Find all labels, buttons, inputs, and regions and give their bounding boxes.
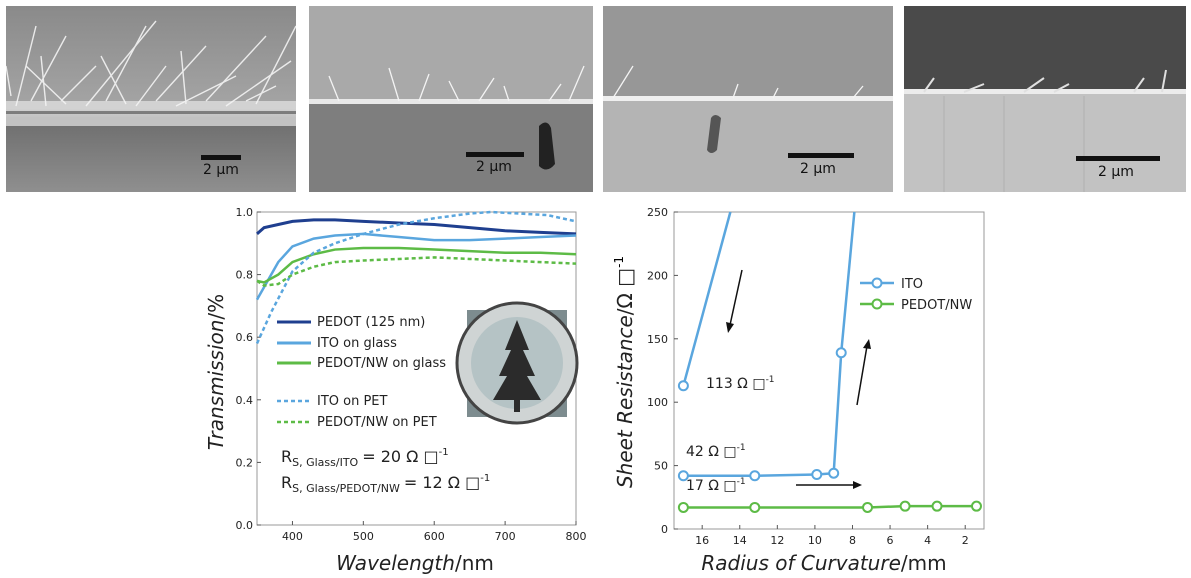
y-tick-label: 1.0 [236,206,254,219]
x-tick-label: 800 [566,530,587,543]
data-point [931,500,943,512]
scale-bar-label: 2 µm [476,159,512,175]
data-point [677,470,689,482]
data-point [862,501,874,513]
legend-label: PEDOT/NW on glass [317,356,446,371]
series-line-1 [256,218,577,236]
y-tick-label: 200 [647,269,668,282]
x-tick-label: 8 [849,534,856,547]
y-ticks: 0 50 100 150 200 250 [647,206,678,536]
data-point [677,501,689,513]
tree-seal-photo [455,301,579,425]
data-point [970,500,982,512]
transmission-chart: 0.0 0.2 0.4 0.6 0.8 1.0 400 500 600 700 800 PEDOT… [205,206,587,575]
y-tick-label: 0.4 [236,394,254,407]
rs-glass-ito: RS, Glass/ITO = 20 Ω □-1 [281,447,449,469]
arrow-down [729,269,743,326]
data-point [677,380,689,392]
legend-label: PEDOT/NW on PET [317,415,437,430]
trend-arrows [726,269,871,489]
scale-bar-label: 2 µm [203,162,239,178]
x-axis-title: Radius of Curvature/mm [701,551,946,575]
x-tick-label: 400 [282,530,303,543]
series-line-3 [682,211,732,387]
data-point [828,467,840,479]
y-ticks: 0.0 0.2 0.4 0.6 0.8 1.0 [236,206,261,532]
arrow-right-head [853,481,862,489]
scale-bar-label: 2 µm [1098,164,1134,180]
legend-label: PEDOT/NW [901,298,972,313]
data-point [835,347,847,359]
series-line-2 [683,504,977,509]
annotation-17: 17 Ω □-1 [686,477,746,494]
legend-label: ITO on glass [317,336,397,351]
y-tick-label: 0.6 [236,331,254,344]
arrow-up [856,345,868,406]
arrow-up-head [863,339,871,349]
arrow-down-head [726,322,734,333]
y-tick-label: 150 [647,333,668,346]
x-ticks: 400 500 600 700 800 [282,521,587,543]
data-point [749,501,761,513]
data-point [749,470,761,482]
annotation-42: 42 Ω □-1 [686,443,746,460]
x-ticks: 16 14 12 10 8 6 4 2 [695,525,969,547]
y-tick-label: 0.8 [236,269,254,282]
sem-image-1: 2 µm [6,6,296,192]
y-tick-label: 50 [654,460,668,473]
y-axis-title: Transmission/% [205,294,228,450]
x-tick-label: 10 [808,534,822,547]
series-lines [255,210,577,344]
data-point [899,500,911,512]
y-tick-label: 100 [647,396,668,409]
x-tick-label: 2 [962,534,969,547]
y-tick-label: 250 [647,206,668,219]
y-tick-label: 0.2 [236,456,254,469]
y-tick-label: 0 [661,523,668,536]
x-tick-label: 700 [495,530,516,543]
sem-image-4: 2 µm [904,6,1186,192]
scale-bar-label: 2 µm [800,161,836,177]
legend-label: ITO [901,277,923,292]
x-tick-label: 12 [770,534,784,547]
sem-image-2: 2 µm [309,6,593,192]
sheet-resistance-chart: 0 50 100 150 200 250 16 14 12 10 8 6 4 2 113 Ω □-1 4… [612,206,985,575]
series-line-3 [256,246,577,284]
x-axis-title: Wavelength/nm [336,551,494,575]
data-point [811,468,823,480]
legend: ITO PEDOT/NW [860,277,972,313]
rs-glass-pedot: RS, Glass/PEDOT/NW = 12 Ω □-1 [281,473,490,495]
series-line-4 [255,210,577,344]
legend-marker-pedotnw [871,298,883,310]
x-tick-label: 600 [424,530,445,543]
y-tick-label: 0.0 [236,519,254,532]
x-tick-label: 6 [887,534,894,547]
series-lines [677,211,982,513]
legend-label: PEDOT (125 nm) [317,315,425,330]
series-line-5 [256,256,577,287]
y-axis-title: Sheet Resistance/Ω □-1 [612,256,637,488]
series-line-1 [683,211,856,477]
x-tick-label: 14 [733,534,747,547]
legend: PEDOT (125 nm) ITO on glass PEDOT/NW on … [277,315,446,430]
x-tick-label: 500 [353,530,374,543]
legend-label: ITO on PET [317,394,388,409]
series-line-2 [255,232,577,301]
plot-frame [673,211,985,530]
annotation-113: 113 Ω □-1 [706,375,775,392]
sem-image-3: 2 µm [603,6,893,192]
legend-marker-ito [871,277,883,289]
x-tick-label: 16 [695,534,709,547]
x-tick-label: 4 [924,534,931,547]
